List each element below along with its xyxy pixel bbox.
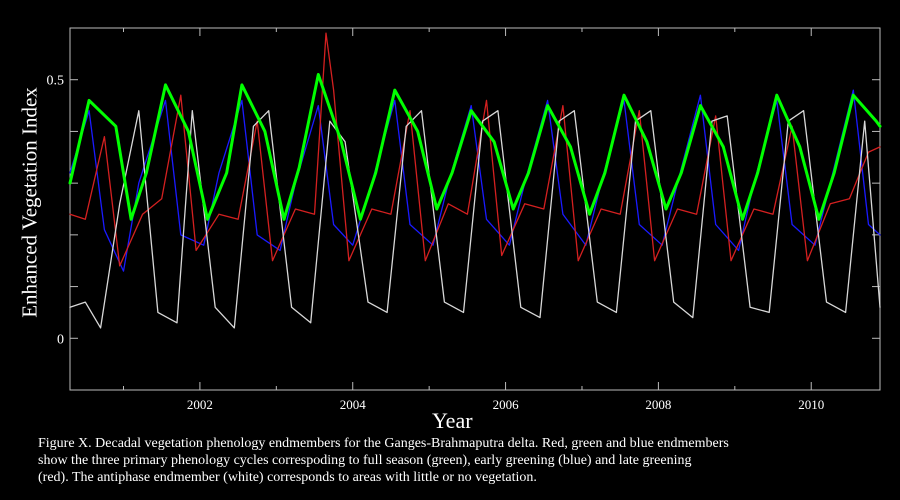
plot-frame bbox=[69, 27, 881, 391]
y-tick-label: 0 bbox=[57, 332, 64, 347]
x-axis-label: Year bbox=[432, 408, 473, 433]
x-tick-label: 2008 bbox=[645, 397, 671, 412]
caption-line-1: Figure X. Decadal vegetation phenology e… bbox=[38, 436, 729, 451]
chart-series bbox=[68, 32, 882, 329]
x-tick-label: 2010 bbox=[798, 397, 824, 412]
caption-line-3: (red). The antiphase endmember (white) c… bbox=[38, 470, 537, 485]
x-tick-label: 2004 bbox=[340, 397, 367, 412]
y-tick-label: 0.5 bbox=[47, 74, 65, 89]
chart-axes: 2002 2004 2006 2008 2010 0.5 0 bbox=[47, 27, 881, 412]
x-tick-label: 2002 bbox=[187, 397, 213, 412]
caption-line-2: show the three primary phenology cycles … bbox=[38, 453, 692, 468]
figure-caption: Figure X. Decadal vegetation phenology e… bbox=[38, 435, 888, 486]
y-axis-label: Enhanced Vegetation Index bbox=[17, 87, 42, 318]
series-line bbox=[69, 110, 881, 329]
series-line bbox=[68, 73, 882, 221]
x-tick-label: 2006 bbox=[493, 397, 520, 412]
series-line bbox=[69, 32, 881, 267]
